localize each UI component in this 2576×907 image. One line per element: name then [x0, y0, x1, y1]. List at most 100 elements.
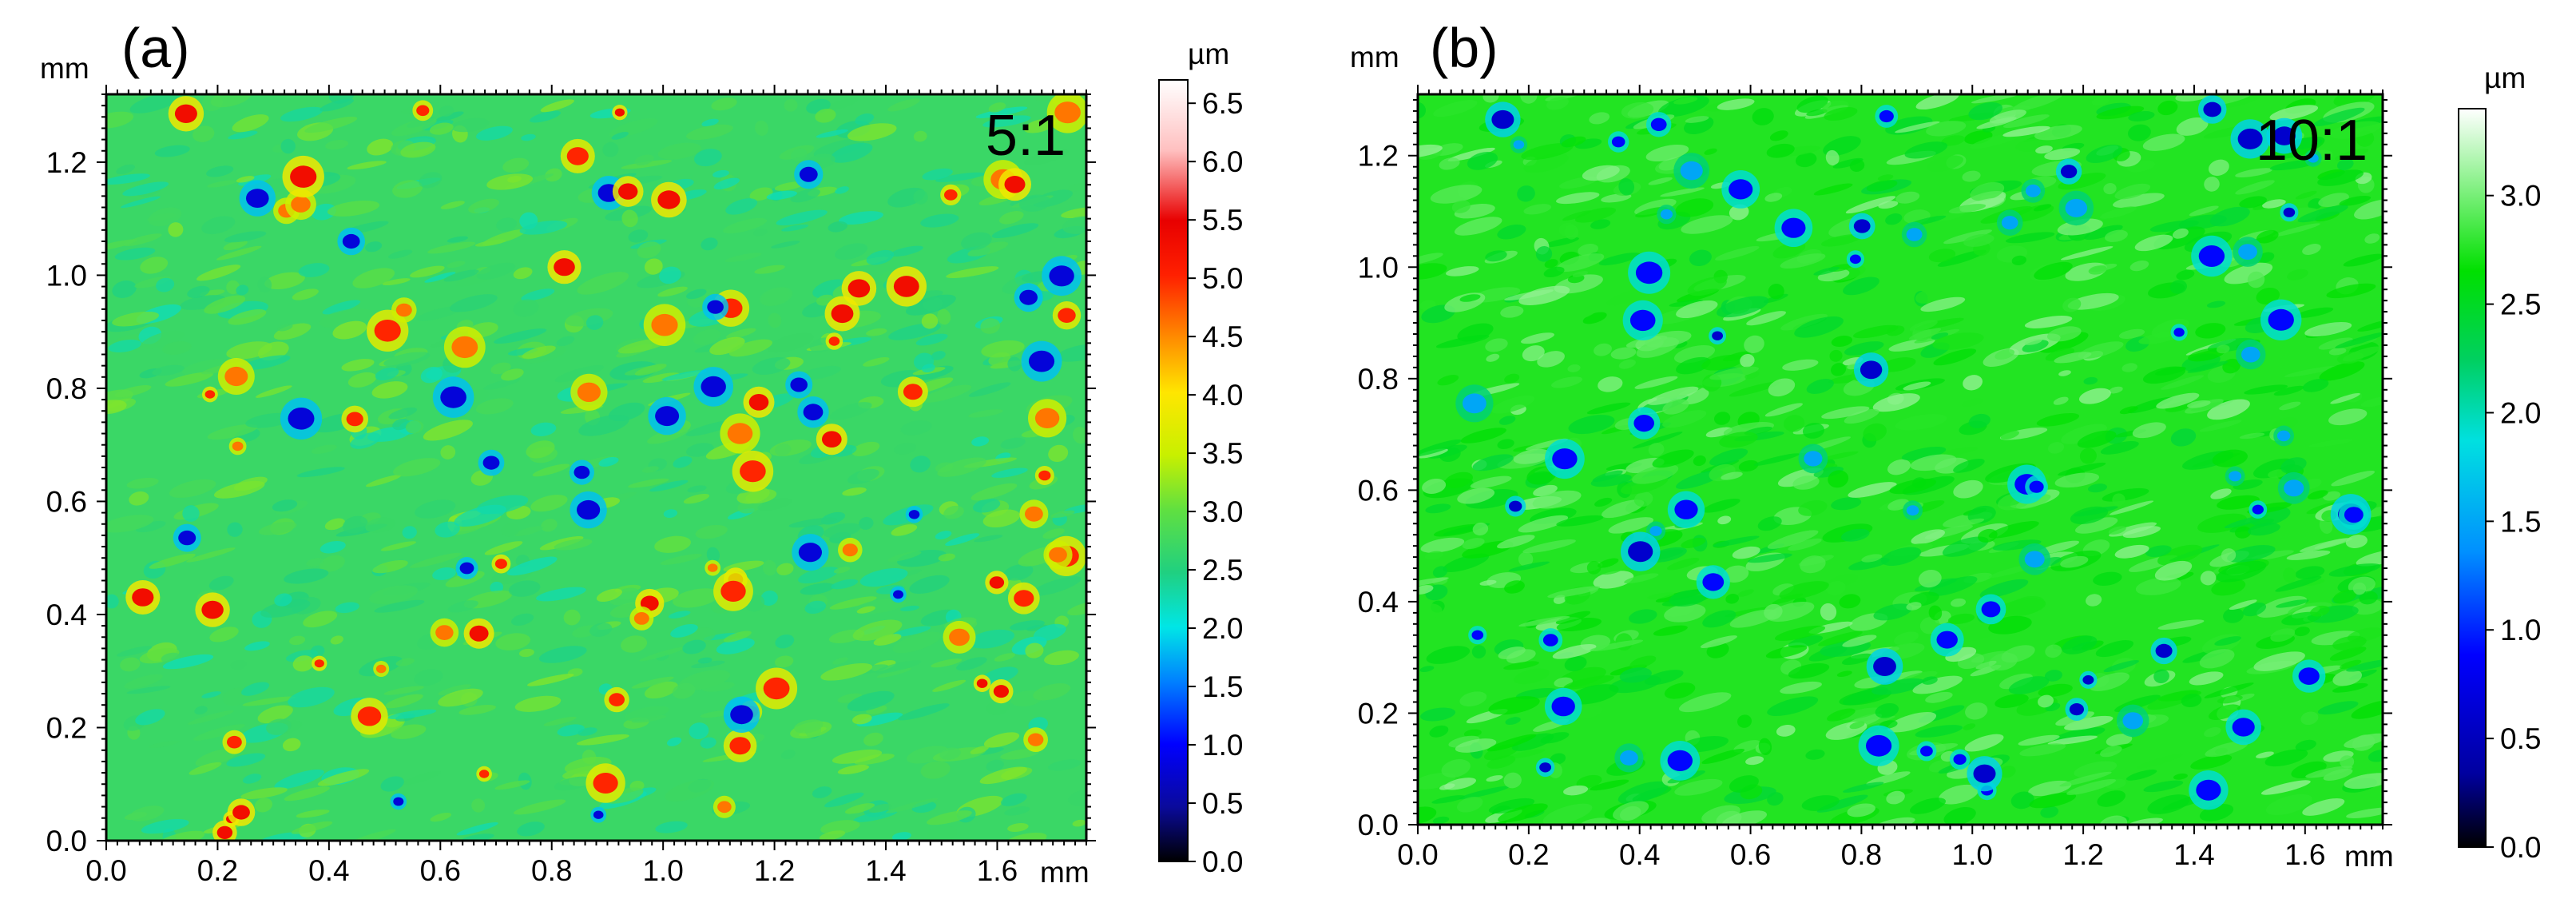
- surface-texture-spot: [527, 674, 574, 686]
- surface-texture-spot: [2302, 379, 2329, 392]
- x-tick-label: 0.0: [1397, 838, 1438, 871]
- surface-texture-spot: [1463, 729, 1482, 738]
- surface-texture-spot: [701, 237, 718, 251]
- surface-feature: [2241, 346, 2260, 363]
- surface-texture-spot: [1521, 332, 1554, 344]
- surface-texture-spot: [201, 691, 221, 698]
- surface-texture-spot: [1740, 354, 1755, 368]
- surface-texture-spot: [771, 241, 800, 249]
- surface-texture-spot: [968, 629, 1015, 649]
- surface-feature: [655, 406, 680, 427]
- surface-texture-spot: [986, 699, 1010, 715]
- surface-texture-spot: [490, 581, 504, 594]
- surface-texture-spot: [1767, 696, 1819, 716]
- surface-texture-spot: [187, 285, 210, 298]
- colorbar-tick-label: 0.5: [2500, 722, 2541, 755]
- surface-texture-spot: [2265, 794, 2312, 816]
- surface-texture-spot: [2210, 488, 2232, 499]
- surface-texture-spot: [2256, 229, 2279, 244]
- surface-feature: [2065, 198, 2088, 217]
- surface-texture-spot: [755, 120, 768, 136]
- surface-texture-spot: [2156, 392, 2200, 409]
- surface-texture-spot: [863, 732, 883, 746]
- surface-texture-spot: [1590, 779, 1629, 791]
- surface-texture-spot: [891, 524, 918, 536]
- surface-texture-spot: [557, 724, 585, 737]
- surface-texture-spot: [522, 345, 556, 359]
- surface-feature: [1660, 209, 1673, 220]
- surface-texture-spot: [440, 445, 456, 459]
- surface-texture-spot: [289, 635, 306, 646]
- surface-texture-spot: [1989, 109, 2026, 124]
- surface-texture-spot: [238, 174, 272, 186]
- surface-texture-spot: [1523, 153, 1569, 173]
- surface-texture-spot: [2279, 401, 2301, 411]
- surface-texture-spot: [227, 522, 243, 537]
- surface-texture-spot: [2260, 780, 2311, 795]
- surface-texture-spot: [1901, 446, 1947, 461]
- surface-texture-spot: [2216, 560, 2267, 583]
- surface-texture-spot: [1543, 237, 1579, 248]
- surface-texture-spot: [1497, 224, 1526, 240]
- surface-feature: [482, 455, 500, 470]
- surface-texture-spot: [1431, 795, 1465, 804]
- surface-texture-spot: [2330, 392, 2360, 404]
- surface-texture-spot: [209, 627, 239, 642]
- surface-texture-spot: [200, 289, 225, 296]
- surface-texture-spot: [1582, 312, 1607, 324]
- surface-texture-spot: [1598, 253, 1641, 266]
- surface-feature: [701, 376, 726, 397]
- surface-texture-spot: [711, 97, 737, 111]
- surface-texture-spot: [851, 441, 880, 456]
- surface-texture-spot: [277, 324, 293, 332]
- surface-feature: [727, 423, 753, 444]
- surface-texture-spot: [1486, 734, 1537, 752]
- surface-texture-spot: [886, 798, 939, 814]
- surface-texture-spot: [2012, 94, 2063, 111]
- surface-feature: [246, 189, 269, 208]
- surface-texture-spot: [186, 547, 236, 563]
- surface-feature: [2155, 643, 2173, 658]
- surface-texture-spot: [2122, 363, 2137, 372]
- surface-texture-spot: [352, 268, 395, 288]
- surface-texture-spot: [832, 657, 848, 665]
- surface-texture-spot: [1472, 454, 1514, 471]
- surface-texture-spot: [2060, 555, 2089, 568]
- surface-texture-spot: [1518, 615, 1570, 627]
- surface-texture-spot: [1429, 725, 1449, 738]
- colorbar-tick-label: 2.5: [2500, 288, 2541, 321]
- surface-texture-spot: [1532, 490, 1582, 509]
- surface-texture-spot: [2216, 344, 2230, 354]
- surface-texture-spot: [241, 355, 291, 371]
- surface-texture-spot: [304, 117, 358, 133]
- surface-texture-spot: [1715, 245, 1760, 261]
- y-tick-label: 0.0: [46, 825, 87, 857]
- surface-texture-spot: [260, 599, 311, 618]
- surface-texture-spot: [1796, 95, 1828, 113]
- surface-feature: [657, 190, 681, 209]
- surface-texture-spot: [1482, 94, 1499, 103]
- surface-texture-spot: [1653, 625, 1688, 636]
- surface-feature: [440, 386, 466, 408]
- surface-texture-spot: [2269, 105, 2319, 121]
- surface-feature: [554, 258, 575, 276]
- surface-texture-spot: [1590, 219, 1611, 229]
- surface-texture-spot: [1970, 181, 2005, 201]
- surface-texture-spot: [723, 631, 752, 642]
- surface-texture-spot: [820, 820, 860, 835]
- surface-texture-spot: [790, 148, 808, 161]
- surface-texture-spot: [375, 367, 399, 381]
- surface-texture-spot: [2054, 352, 2092, 364]
- surface-texture-spot: [350, 432, 381, 449]
- surface-texture-spot: [1563, 785, 1589, 796]
- surface-texture-spot: [1497, 439, 1514, 450]
- surface-texture-spot: [274, 593, 292, 607]
- surface-texture-spot: [1435, 334, 1490, 348]
- surface-texture-spot: [1853, 324, 1899, 339]
- surface-texture-spot: [812, 786, 832, 798]
- surface-texture-spot: [266, 718, 292, 735]
- surface-texture-spot: [2217, 495, 2260, 510]
- surface-texture-spot: [296, 810, 330, 818]
- surface-feature: [2029, 480, 2044, 493]
- surface-texture-spot: [891, 832, 911, 841]
